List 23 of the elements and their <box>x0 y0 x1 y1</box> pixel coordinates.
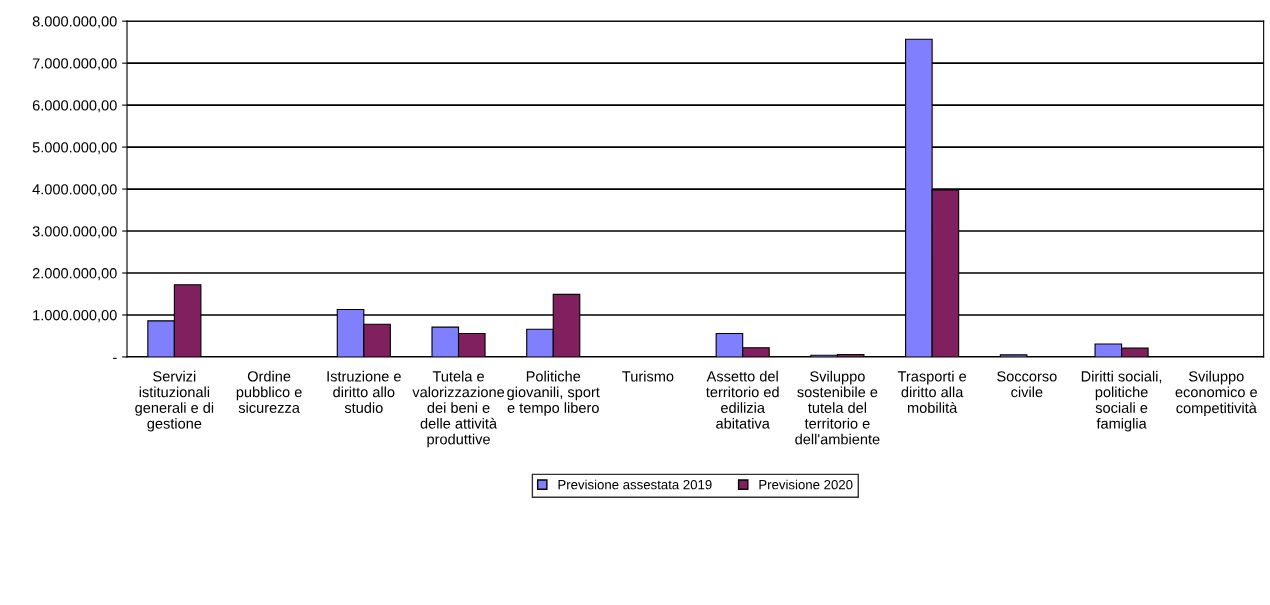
y-tick-label: 6.000.000,00 <box>32 100 117 113</box>
legend-label: Previsione assestata 2019 <box>558 479 712 490</box>
y-tick-label: 8.000.000,00 <box>32 16 117 29</box>
y-tick-label: 5.000.000,00 <box>32 142 117 155</box>
y-tick-label: - <box>113 357 117 359</box>
y-tick-label: 1.000.000,00 <box>33 310 117 323</box>
x-tick-label: Politiche giovanili, sport e tempo libero <box>507 370 600 416</box>
x-tick-label: Ordine pubblico e sicurezza <box>236 370 302 413</box>
y-tick-label: 4.000.000,00 <box>32 184 117 197</box>
x-tick-label: Sviluppo sostenibile e tutela del territorio e dell'ambiente <box>795 370 880 445</box>
y-tick-label: 3.000.000,00 <box>32 226 117 239</box>
legend-label: Previsione 2020 <box>759 479 853 490</box>
x-tick-label: Diritti sociali, politiche sociali e famiglia <box>1081 370 1162 432</box>
x-tick-label: Trasporti e diritto alla mobilità <box>897 370 967 413</box>
x-tick-label: Assetto del territorio ed edilizia abitativa <box>706 370 779 429</box>
x-tick-label: Sviluppo economico e competitività <box>1175 370 1257 417</box>
y-tick-label: 7.000.000,00 <box>32 58 117 71</box>
x-tick-label: Servizi istituzionali generali e di gestione <box>135 370 214 432</box>
x-tick-label: Soccorso civile <box>997 371 1057 398</box>
x-tick-label: Istruzione e diritto allo studio <box>327 370 401 413</box>
x-tick-label: Turismo <box>622 370 674 382</box>
x-tick-label: Tutela e valorizzazione dei beni e delle attività produttive <box>412 370 505 448</box>
y-tick-label: 2.000.000,00 <box>32 268 117 281</box>
